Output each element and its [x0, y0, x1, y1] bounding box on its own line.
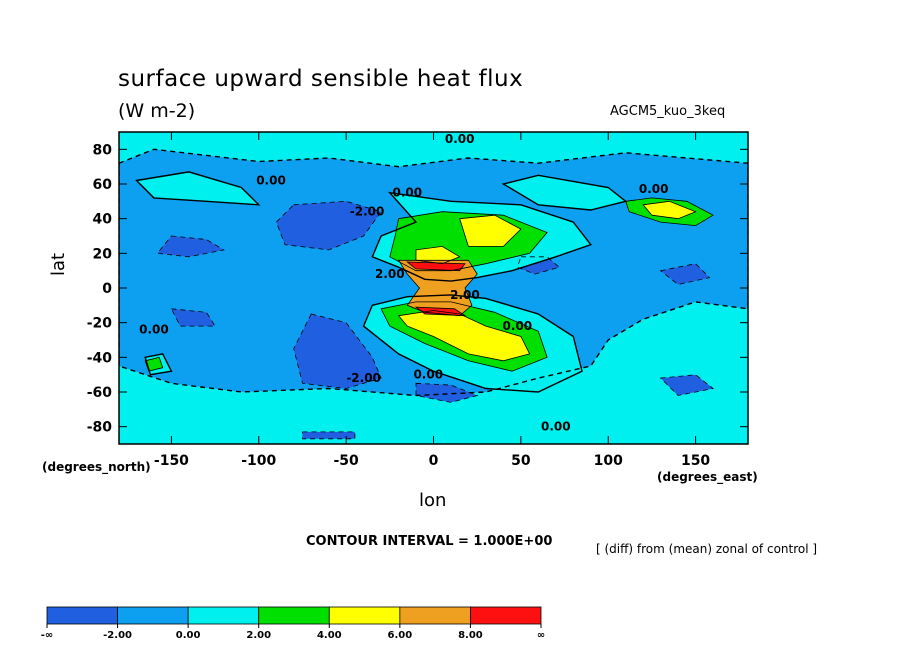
colorbar-label: 4.00	[317, 630, 342, 641]
contour-line-17	[389, 211, 548, 272]
colorbar-swatch	[117, 606, 189, 625]
contour-label: -2.00	[346, 371, 381, 385]
y-tick-label: 20	[93, 246, 113, 262]
contour-line-18	[380, 301, 548, 372]
contour-region-12	[302, 431, 355, 439]
contour-line-24	[414, 306, 467, 317]
contour-label: 0.00	[413, 368, 443, 382]
contour-label: 0.00	[392, 186, 422, 200]
contour-region-5	[276, 201, 382, 250]
x-tick-label: 50	[511, 453, 531, 469]
x-tick-label: 150	[681, 453, 710, 469]
contour-region-20	[398, 310, 530, 361]
x-tick-label: 0	[429, 453, 439, 469]
contour-line-1	[119, 148, 748, 397]
contour-line-19	[459, 214, 522, 247]
contour-line-9	[659, 263, 711, 285]
contour-region-6	[293, 314, 382, 389]
contour-label: 0.00	[256, 174, 286, 188]
x-tick-label: 100	[594, 453, 623, 469]
y-tick-label: -20	[87, 316, 113, 332]
y-tick-label: -40	[87, 350, 113, 366]
chart-units: (W m-2)	[118, 100, 196, 122]
colorbar-swatch	[399, 606, 471, 625]
contour-line-5	[275, 200, 382, 251]
contour-line-4	[156, 235, 225, 258]
y-tick-label: 0	[102, 281, 112, 297]
x-axis-units: (degrees_east)	[657, 470, 758, 484]
diff-note: [ (diff) from (mean) zonal of control ]	[596, 542, 818, 556]
contour-label: 2.00	[375, 267, 405, 281]
contour-line-20	[397, 310, 531, 362]
colorbar-swatch	[46, 606, 118, 625]
colorbar-swatch	[470, 606, 542, 625]
colorbar-swatch	[328, 606, 401, 625]
contour-line-25	[625, 197, 714, 227]
contour-region-2	[136, 171, 259, 205]
contour-line-6	[293, 313, 382, 389]
contour-label: 0.00	[639, 182, 669, 196]
x-axis-ticks: -150 -100 -50 0 50 100 150	[154, 132, 710, 469]
contour-interval: CONTOUR INTERVAL = 1.000E+00	[306, 534, 553, 549]
colorbar-label: 8.00	[458, 630, 483, 641]
contour-region-26	[643, 201, 696, 219]
contour-line-23	[406, 261, 466, 272]
contour-label: 2.00	[450, 288, 480, 302]
chart-title: surface upward sensible heat flux	[118, 66, 524, 92]
contour-line-2	[135, 171, 261, 206]
contour-label: 0.00	[503, 319, 533, 333]
contour-region-7	[171, 308, 216, 327]
x-tick-label: -50	[333, 453, 359, 469]
run-label: AGCM5_kuo_3keq	[610, 104, 726, 119]
y-axis-units: (degrees_north)	[42, 460, 151, 474]
contour-lines	[119, 148, 748, 440]
contour-line-16	[362, 294, 583, 393]
colorbar-label: ∞	[537, 630, 545, 641]
contour-region-11	[660, 374, 714, 396]
contour-label: -2.00	[350, 205, 385, 219]
contour-line-8	[516, 256, 561, 275]
y-axis-ticks: 80 60 40 20 0 -20 -40 -60 -80	[87, 142, 748, 436]
contour-label: 0.00	[139, 323, 169, 337]
contour-region-4	[157, 236, 224, 257]
contour-line-26	[642, 200, 697, 220]
contour-region-23	[407, 262, 465, 271]
colorbar-swatch	[258, 606, 330, 625]
contour-line-11	[659, 374, 715, 396]
colorbar-label: -∞	[41, 630, 53, 641]
colorbar-swatch	[187, 606, 260, 625]
y-tick-label: -80	[87, 420, 113, 436]
contour-label: 0.00	[541, 420, 571, 434]
contour-line-7	[170, 308, 216, 327]
contour-region-14	[145, 357, 163, 372]
y-tick-label: 60	[93, 177, 113, 193]
contour-region-19	[459, 215, 521, 247]
x-axis-label: lon	[419, 490, 447, 511]
contour-label: 0.00	[445, 132, 475, 146]
colorbar-label: 0.00	[176, 630, 201, 641]
x-tick-label: -150	[154, 453, 189, 469]
contour-line-13	[144, 353, 173, 376]
colorbar-label: 6.00	[388, 630, 413, 641]
contour-region-9	[660, 263, 710, 285]
contour-region-3	[503, 175, 626, 210]
contour-line-10	[415, 382, 479, 403]
contour-region-10	[416, 383, 478, 403]
y-tick-label: 40	[93, 212, 113, 228]
contour-line-14	[144, 356, 164, 372]
colorbar-label: -2.00	[103, 630, 132, 641]
contour-labels: 0.00 0.00 0.00 -2.00 0.00 2.00 2.00 0.00 0.00 -2.…	[139, 132, 668, 434]
contour-line-15	[371, 191, 592, 282]
y-tick-label: -60	[87, 385, 113, 401]
colorbar-label: 2.00	[246, 630, 271, 641]
y-tick-label: 80	[93, 142, 113, 158]
x-tick-label: -100	[241, 453, 276, 469]
colorbar: -∞ -2.00 0.00 2.00 4.00 6.00 8.00 ∞	[41, 606, 545, 641]
